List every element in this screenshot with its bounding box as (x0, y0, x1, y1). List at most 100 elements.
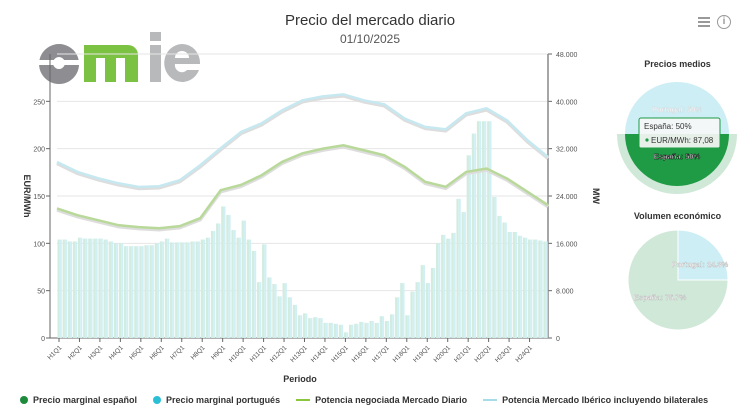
bar-precio-espanol (522, 237, 526, 338)
bar-precio-espanol (441, 234, 444, 338)
bar-precio-portugues (90, 238, 93, 338)
bar-precio-espanol (528, 239, 531, 338)
legend-item-precio-portugues[interactable]: Precio marginal portugués (153, 395, 280, 405)
bar-precio-portugues (520, 235, 523, 338)
bar-precio-portugues (70, 241, 73, 338)
x-axis-label: Periodo (283, 374, 317, 384)
bar-precio-portugues (453, 232, 456, 338)
bar-precio-portugues (371, 320, 374, 338)
x-tick-label: H15Q1 (330, 344, 350, 364)
bar-precio-espanol (72, 241, 76, 338)
bar-precio-espanol (435, 243, 439, 338)
bar-precio-espanol (292, 304, 296, 338)
bar-precio-portugues (392, 314, 395, 338)
bar-precio-espanol (410, 291, 413, 338)
bar-precio-espanol (354, 323, 357, 338)
bar-precio-espanol (349, 324, 352, 338)
bar-precio-espanol (267, 277, 270, 338)
bar-precio-portugues (535, 239, 538, 338)
bar-precio-portugues (494, 196, 497, 338)
legend-item-precio-espanol[interactable]: Precio marginal español (20, 395, 137, 405)
y-tick-label: 0 (41, 336, 45, 343)
hamburger-menu-icon[interactable] (698, 17, 710, 27)
bar-precio-espanol (231, 230, 234, 338)
bar-precio-portugues (64, 239, 67, 338)
bar-precio-portugues (121, 243, 124, 338)
x-tick-label: H10Q1 (228, 344, 248, 364)
bar-precio-espanol (507, 231, 510, 338)
bar-precio-espanol (318, 318, 321, 338)
bar-precio-portugues (264, 244, 267, 338)
tooltip-title: España: 50% (644, 122, 692, 131)
bar-precio-espanol (246, 239, 250, 338)
bar-precio-portugues (366, 322, 369, 338)
bar-precio-portugues (540, 240, 543, 338)
bar-precio-portugues (402, 283, 405, 338)
bar-precio-espanol (395, 297, 398, 338)
pie-slice-portugal[interactable] (677, 229, 729, 281)
bar-precio-espanol (379, 316, 383, 338)
bar-precio-espanol (333, 323, 336, 338)
bar-precio-portugues (284, 283, 287, 338)
bar-precio-espanol (113, 243, 117, 338)
x-tick-label: H1Q1 (46, 344, 63, 361)
x-tick-label: H18Q1 (392, 344, 412, 364)
bar-precio-portugues (433, 267, 436, 338)
bar-precio-portugues (233, 230, 236, 338)
bar-precio-portugues (85, 238, 88, 338)
bar-precio-portugues (412, 291, 415, 338)
bar-precio-portugues (330, 322, 333, 338)
bar-precio-espanol (62, 239, 65, 338)
bar-precio-espanol (57, 239, 60, 338)
legend-item-potencia-negociada[interactable]: Potencia negociada Mercado Diario (296, 395, 467, 405)
bar-precio-espanol (425, 283, 429, 338)
bar-precio-portugues (295, 304, 298, 338)
bar-precio-portugues (238, 237, 241, 338)
bar-precio-portugues (197, 241, 200, 338)
bar-precio-espanol (374, 322, 377, 338)
y2-tick-label: 32.000 (556, 147, 578, 154)
pie-label-espana: España: 75.7% (634, 293, 687, 302)
bar-precio-portugues (167, 238, 170, 338)
bar-precio-portugues (325, 322, 328, 338)
bar-precio-portugues (341, 324, 344, 338)
bar-precio-portugues (458, 198, 461, 338)
bar-precio-espanol (476, 121, 480, 338)
bar-precio-espanol (210, 231, 214, 338)
tooltip-box (638, 117, 721, 149)
bar-precio-portugues (80, 237, 83, 338)
bar-precio-portugues (126, 246, 129, 338)
line-potencia-iberico (56, 93, 549, 189)
bar-precio-portugues (223, 206, 226, 338)
bar-precio-portugues (397, 297, 400, 338)
x-tick-label: H13Q1 (289, 344, 309, 364)
bar-precio-portugues (289, 297, 293, 338)
bar-precio-portugues (203, 239, 206, 338)
bar-precio-portugues (100, 238, 103, 338)
bar-precio-espanol (170, 242, 173, 338)
bar-precio-espanol (164, 238, 168, 338)
bar-precio-portugues (361, 321, 364, 338)
bar-precio-portugues (387, 320, 390, 338)
legend: Precio marginal español Precio marginal … (20, 395, 708, 405)
x-tick-label: H3Q1 (87, 344, 104, 361)
pie-slice-espana[interactable] (627, 229, 729, 331)
bar-precio-portugues (525, 237, 528, 338)
legend-label: Precio marginal español (33, 395, 138, 405)
bar-precio-espanol (277, 296, 280, 338)
legend-item-potencia-iberico[interactable]: Potencia Mercado Ibérico incluyendo bila… (483, 395, 708, 405)
bar-precio-espanol (303, 313, 306, 338)
bar-precio-espanol (195, 241, 198, 338)
bar-precio-espanol (512, 231, 515, 338)
bar-precio-portugues (315, 317, 318, 338)
bar-precio-portugues (213, 231, 216, 338)
bar-precio-portugues (417, 282, 420, 338)
info-icon[interactable]: i (717, 15, 731, 29)
tooltip-marker (645, 138, 649, 142)
y2-tick-label: 48.000 (556, 52, 578, 59)
bar-precio-portugues (177, 242, 180, 338)
y-tick-label: 50 (37, 289, 45, 296)
bar-precio-portugues (151, 245, 154, 338)
x-tick-label: H12Q1 (269, 344, 289, 364)
bar-precio-espanol (144, 245, 147, 338)
